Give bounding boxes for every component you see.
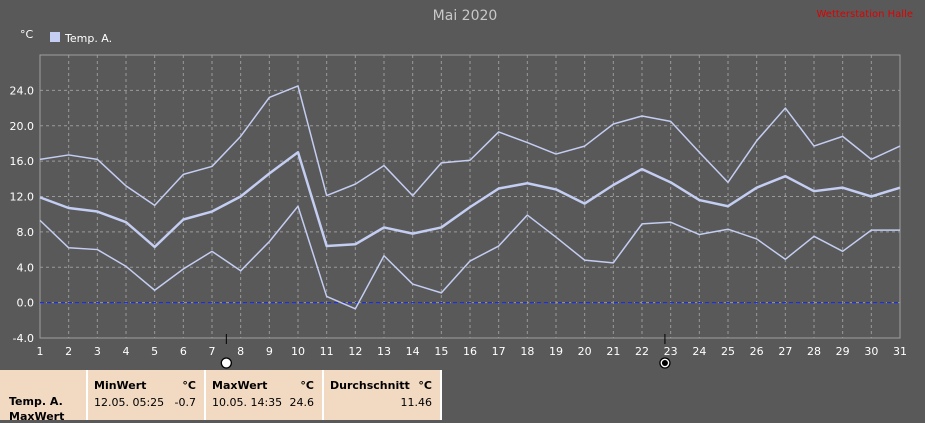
x-tick-label: 28 [807,345,821,358]
watermark-text: Wetterstation Halle [816,9,913,20]
stats-avg-header: Durchschnitt [330,379,410,392]
x-tick-label: 17 [492,345,506,358]
x-tick-label: 29 [836,345,850,358]
y-tick-label: 16.0 [10,155,35,168]
x-tick-label: 14 [406,345,420,358]
stats-series-cell: Temp. A. MaxWert [0,370,88,423]
x-tick-label: 8 [237,345,244,358]
x-tick-label: 22 [635,345,649,358]
x-tick-label: 16 [463,345,477,358]
stats-max-cell: MaxWert °C 10.05. 14:35 24.6 [206,370,324,420]
stats-min-value: -0.7 [174,396,196,409]
x-tick-label: 23 [664,345,678,358]
x-tick-label: 30 [864,345,878,358]
stats-max-value: 24.6 [289,396,315,409]
x-tick-label: 25 [721,345,735,358]
chart-title: Mai 2020 [433,8,498,24]
stats-series-label: Temp. A. [9,395,63,408]
stats-min-datetime: 12.05. 05:25 [94,396,165,409]
x-tick-label: 27 [778,345,792,358]
new-moon-icon [661,360,668,366]
series-line-mean [39,151,901,249]
stats-avg-value: 11.46 [400,396,433,409]
y-tick-label: 12.0 [10,191,35,204]
x-tick-label: 19 [549,345,563,358]
legend-swatch [50,32,60,42]
y-tick-label: 0.0 [17,297,35,310]
x-tick-label: 15 [434,345,448,358]
y-tick-label: -4.0 [13,332,34,345]
chart-area: Mai 2020 Wetterstation Halle °C Temp. A.… [9,8,913,369]
legend-label: Temp. A. [64,32,112,45]
stats-min-unit: °C [182,379,196,392]
stats-min-header: MinWert [94,379,147,392]
stats-avg-cell: Durchschnitt °C 11.46 [324,370,442,420]
stats-max-datetime: 10.05. 14:35 [212,396,283,409]
y-tick-label: 20.0 [10,120,35,133]
temperature-chart: Mai 2020 Wetterstation Halle °C Temp. A.… [10,8,913,369]
x-tick-label: 20 [578,345,592,358]
series-line-max [39,85,901,207]
x-tick-label: 18 [520,345,534,358]
plot-frame [39,54,901,339]
x-tick-label: 26 [750,345,764,358]
x-tick-label: 5 [151,345,158,358]
y-axis-unit-label: °C [20,28,34,41]
x-tick-label: 9 [266,345,273,358]
x-tick-label: 2 [65,345,72,358]
stats-row2-label: MaxWert [9,410,65,423]
stats-panel: Temp. A. MaxWert MinWert °C 12.05. 05:25… [0,370,925,423]
x-tick-label: 4 [123,345,130,358]
x-tick-label: 21 [606,345,620,358]
series-line-min [39,205,900,310]
plot-layer: -4.00.04.08.012.016.020.024.01 2 3 4 5 6 7 8 9 10… [10,54,907,369]
x-tick-label: 11 [320,345,334,358]
y-tick-label: 8.0 [17,226,35,239]
x-tick-label: 6 [180,345,187,358]
stats-min-cell: MinWert °C 12.05. 05:25 -0.7 [88,370,206,420]
x-tick-label: 7 [209,345,216,358]
stats-avg-unit: °C [418,379,432,392]
stats-max-unit: °C [300,379,314,392]
full-moon-icon [220,357,232,369]
x-tick-label: 1 [37,345,44,358]
x-tick-label: 24 [692,345,706,358]
x-tick-label: 31 [893,345,907,358]
stats-max-header: MaxWert [212,379,268,392]
y-tick-label: 24.0 [10,84,35,97]
y-tick-label: 4.0 [17,261,35,274]
x-tick-label: 12 [348,345,362,358]
x-tick-label: 3 [94,345,101,358]
x-tick-label: 13 [377,345,391,358]
x-tick-label: 10 [291,345,305,358]
